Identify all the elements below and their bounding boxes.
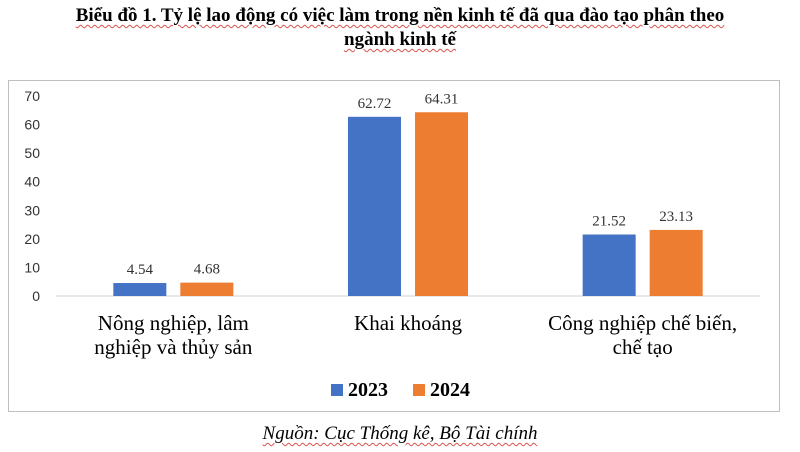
y-tick-label: 0 [32,288,40,304]
legend-label-2023: 2023 [348,379,388,401]
category-label: Nông nghiệp, lâm [98,311,249,335]
chart-title-line-1: Biểu đồ 1. Tỷ lệ lao động có việc làm tr… [75,5,725,26]
chart-title-line-2: ngành kinh tế [344,29,456,50]
y-tick-label: 60 [24,117,40,133]
bar-2023-2 [582,234,636,296]
y-tick-label: 50 [24,145,40,161]
bar-2024-1 [415,112,468,296]
bar-2023-0 [113,283,167,296]
bar-2024-0 [180,282,234,296]
y-tick-label: 70 [24,88,40,104]
data-label: 4.68 [194,262,220,278]
y-tick-label: 10 [24,259,40,275]
source-text: Nguồn: Cục Thống kê, Bộ Tài chính [262,423,538,444]
category-label: Công nghiệp chế biến, [548,311,737,335]
y-tick-label: 20 [24,231,40,247]
data-label: 62.72 [358,96,392,112]
data-label: 21.52 [592,214,626,230]
bar-2024-2 [649,229,703,296]
bar-chart: 0 10 20 30 40 50 60 70 4.54 4.68 Nông nghiệp, lâmn… [24,88,760,401]
legend-label-2024: 2024 [430,379,470,401]
chart-area [8,80,780,412]
data-label: 4.54 [127,262,154,278]
bar-2023-1 [348,116,401,296]
category-label: nghiệp và thủy sản [94,335,253,359]
data-label: 64.31 [425,91,459,107]
y-tick-label: 30 [24,202,40,218]
legend-swatch-2023 [331,384,343,396]
source-note: Nguồn: Cục Thống kê, Bộ Tài chính [0,423,800,445]
data-label: 23.13 [659,209,693,225]
y-tick-label: 40 [24,174,40,190]
category-label: chế tạo [613,335,673,359]
legend-swatch-2024 [413,384,425,396]
chart-title: Biểu đồ 1. Tỷ lệ lao động có việc làm tr… [0,4,800,52]
category-label: Khai khoáng [354,311,462,335]
